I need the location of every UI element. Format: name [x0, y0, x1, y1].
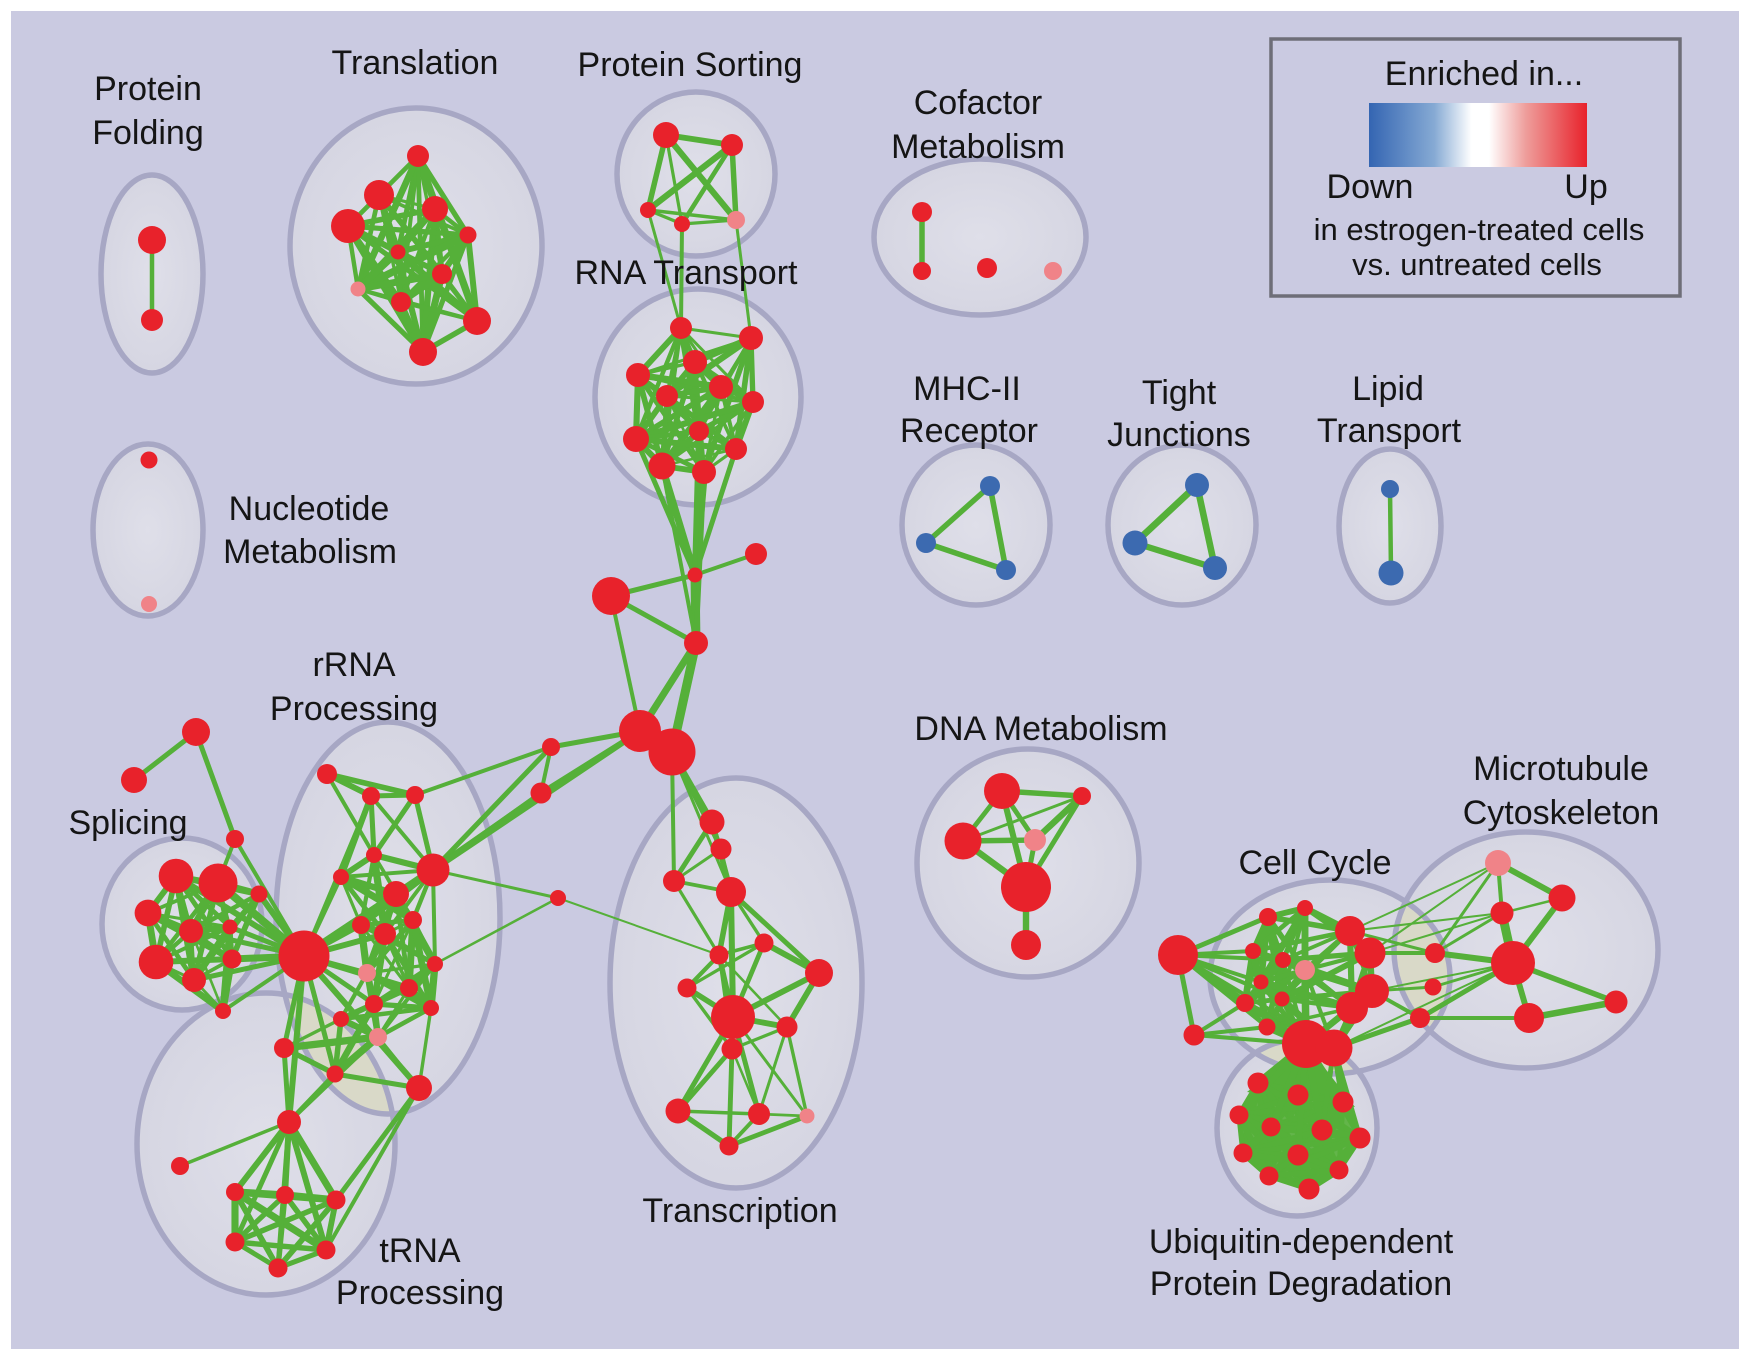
- svg-text:Translation: Translation: [332, 44, 499, 82]
- svg-text:Metabolism: Metabolism: [223, 533, 397, 571]
- svg-text:in estrogen-treated cells: in estrogen-treated cells: [1314, 212, 1645, 247]
- svg-text:Transport: Transport: [1317, 412, 1462, 450]
- svg-text:Tight: Tight: [1142, 374, 1217, 412]
- svg-text:Metabolism: Metabolism: [891, 128, 1065, 166]
- svg-text:Up: Up: [1564, 168, 1607, 206]
- svg-text:Receptor: Receptor: [900, 412, 1038, 450]
- svg-text:Nucleotide: Nucleotide: [229, 490, 390, 528]
- svg-text:Transcription: Transcription: [642, 1192, 837, 1230]
- svg-text:Lipid: Lipid: [1352, 370, 1424, 408]
- svg-text:Cofactor: Cofactor: [914, 84, 1043, 122]
- svg-text:Processing: Processing: [270, 690, 438, 728]
- svg-text:tRNA: tRNA: [379, 1232, 461, 1270]
- svg-text:DNA Metabolism: DNA Metabolism: [914, 710, 1167, 748]
- svg-text:Down: Down: [1327, 168, 1414, 206]
- svg-text:Ubiquitin-dependent: Ubiquitin-dependent: [1149, 1223, 1454, 1261]
- svg-text:Folding: Folding: [92, 114, 204, 152]
- svg-text:Cell Cycle: Cell Cycle: [1238, 844, 1391, 882]
- svg-text:Cytoskeleton: Cytoskeleton: [1463, 794, 1660, 832]
- svg-text:Microtubule: Microtubule: [1473, 750, 1649, 788]
- svg-text:Processing: Processing: [336, 1274, 504, 1312]
- svg-text:Enriched in...: Enriched in...: [1385, 55, 1583, 93]
- svg-text:MHC-II: MHC-II: [913, 370, 1021, 408]
- svg-text:Protein Degradation: Protein Degradation: [1150, 1265, 1452, 1303]
- svg-text:vs. untreated cells: vs. untreated cells: [1352, 247, 1602, 282]
- svg-text:RNA Transport: RNA Transport: [575, 254, 799, 292]
- svg-text:rRNA: rRNA: [312, 646, 395, 684]
- svg-text:Protein: Protein: [94, 70, 202, 108]
- svg-text:Splicing: Splicing: [68, 804, 187, 842]
- svg-text:Protein Sorting: Protein Sorting: [578, 46, 803, 84]
- svg-text:Junctions: Junctions: [1107, 416, 1251, 454]
